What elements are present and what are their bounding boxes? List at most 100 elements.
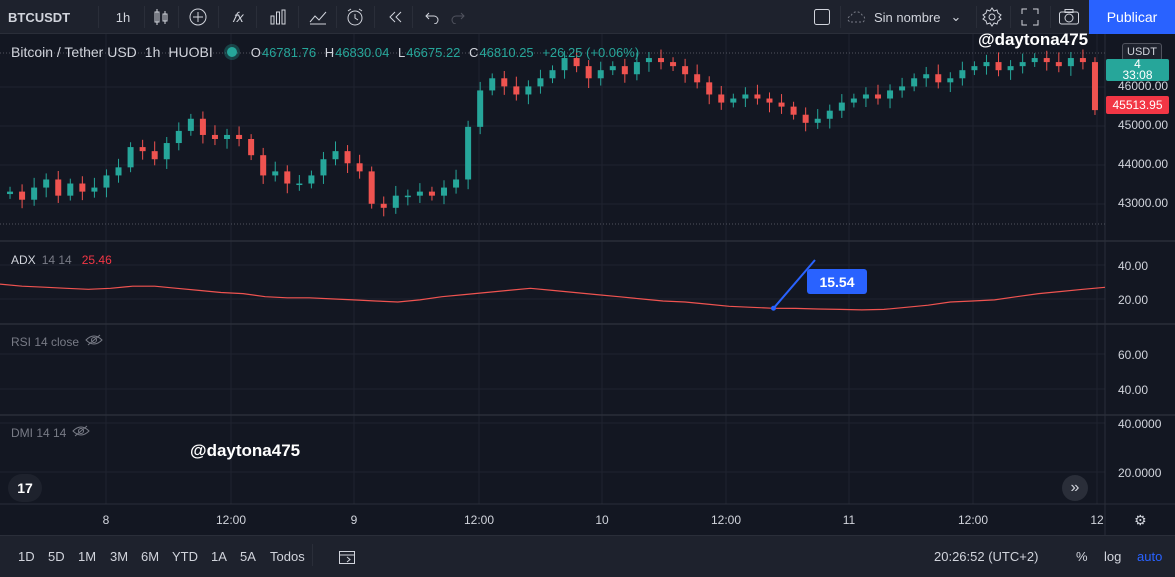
candle-body xyxy=(621,66,628,75)
candle-body xyxy=(959,70,966,79)
candle-body xyxy=(850,98,857,103)
candle-body xyxy=(694,74,701,83)
candle-body xyxy=(404,195,411,198)
range-6m[interactable]: 6M xyxy=(141,549,160,564)
price-tick: 46000.00 xyxy=(1118,79,1169,93)
candle-body xyxy=(826,110,833,119)
time-tick: 9 xyxy=(350,513,358,527)
bar-style-icon[interactable] xyxy=(150,0,172,34)
redo-icon[interactable] xyxy=(448,0,470,34)
candle-body xyxy=(585,66,592,79)
percent-scale-button[interactable]: % xyxy=(1076,549,1088,564)
replay-icon[interactable] xyxy=(384,0,406,34)
candle-body xyxy=(272,171,279,176)
candle-body xyxy=(320,159,327,176)
low-value: 46675.22 xyxy=(406,44,461,60)
publish-button[interactable]: Publicar xyxy=(1089,0,1175,34)
hidden-eye-icon[interactable] xyxy=(85,334,103,349)
candle-body xyxy=(814,118,821,123)
scroll-to-realtime-button[interactable]: » xyxy=(1062,475,1088,501)
candle-body xyxy=(1043,58,1050,63)
timezone-clock[interactable]: 20:26:52 (UTC+2) xyxy=(934,549,1039,564)
time-tick: 12:00 xyxy=(215,513,247,527)
candle-body xyxy=(718,94,725,103)
candle-body xyxy=(802,114,809,123)
candle-body xyxy=(597,70,604,79)
market-status-icon[interactable] xyxy=(226,47,237,57)
layout-name-button[interactable]: Sin nombre ⌄ xyxy=(846,0,971,34)
chart-canvas[interactable] xyxy=(0,34,1175,535)
settings-icon[interactable] xyxy=(980,0,1004,34)
current-price-value: 4 xyxy=(1134,57,1141,71)
candle-body xyxy=(1007,66,1014,71)
candle-body xyxy=(115,167,122,176)
dmi-tick: 20.0000 xyxy=(1118,466,1162,480)
indicators-icon[interactable]: 𝑓x xyxy=(232,8,244,25)
adx-params: 14 14 xyxy=(41,253,72,267)
range-1d[interactable]: 1D xyxy=(18,549,35,564)
range-5d[interactable]: 5D xyxy=(48,549,65,564)
adx-legend[interactable]: ADX 14 14 25.46 xyxy=(11,253,112,267)
date-range-icon[interactable] xyxy=(338,549,356,568)
dmi-legend[interactable]: DMI 14 14 xyxy=(11,425,91,440)
range-1a[interactable]: 1A xyxy=(211,549,227,564)
adx-label: ADX xyxy=(11,253,36,267)
range-1m[interactable]: 1M xyxy=(78,549,97,564)
candle-body xyxy=(983,62,990,67)
layout-icon[interactable] xyxy=(810,0,834,34)
hidden-eye-icon[interactable] xyxy=(72,425,91,440)
candle-body xyxy=(91,187,98,192)
chart-grid xyxy=(0,34,1175,535)
compare-icon[interactable] xyxy=(186,0,210,34)
camera-icon[interactable] xyxy=(1056,0,1082,34)
candle-body xyxy=(633,62,640,75)
candle-body xyxy=(947,78,954,83)
candle-body xyxy=(706,82,713,95)
range-ytd[interactable]: YTD xyxy=(172,549,198,564)
candle-body xyxy=(151,151,158,160)
range-3m[interactable]: 3M xyxy=(110,549,129,564)
currency-badge[interactable]: USDT xyxy=(1122,43,1162,61)
candle-body xyxy=(790,106,797,115)
candle-body xyxy=(199,118,206,135)
candle-body xyxy=(501,78,508,87)
axis-settings-icon[interactable]: ⚙ xyxy=(1134,512,1147,528)
adx-series-line xyxy=(0,283,1106,311)
open-value: 46781.76 xyxy=(261,44,317,60)
candle-body xyxy=(284,171,291,184)
undo-icon[interactable] xyxy=(420,0,442,34)
callout-pointer xyxy=(772,259,816,309)
candle-body xyxy=(657,58,664,63)
candle-body xyxy=(392,195,399,208)
tradingview-logo[interactable]: 17 xyxy=(8,474,42,502)
candle-body xyxy=(935,74,942,83)
candle-body xyxy=(730,98,737,103)
dmi-tick: 40.0000 xyxy=(1118,417,1162,431)
candle-body xyxy=(899,86,906,91)
candle-body xyxy=(1019,62,1026,67)
candle-body xyxy=(163,143,170,160)
candle-body xyxy=(211,134,218,139)
candle-body xyxy=(513,86,520,95)
log-scale-button[interactable]: log xyxy=(1104,549,1122,564)
adx-callout[interactable]: 15.54 xyxy=(807,269,867,294)
fullscreen-icon[interactable] xyxy=(1018,0,1042,34)
chart-type-icon[interactable] xyxy=(306,0,330,34)
candle-body xyxy=(187,118,194,131)
candle-body xyxy=(7,191,14,195)
candle-body xyxy=(778,102,785,107)
chart-area[interactable]: @daytona475 Bitcoin / Tether USD 1h HUOB… xyxy=(0,30,1175,535)
range-5a[interactable]: 5A xyxy=(240,549,256,564)
templates-icon[interactable] xyxy=(266,0,290,34)
range-todos[interactable]: Todos xyxy=(270,549,305,564)
interval-button[interactable]: 1h xyxy=(115,9,131,25)
symbol-search-button[interactable]: BTCUSDT xyxy=(8,9,71,25)
layout-name-label: Sin nombre xyxy=(874,9,941,25)
time-tick: 12:00 xyxy=(463,513,495,527)
auto-scale-button[interactable]: auto xyxy=(1137,549,1163,564)
rsi-legend[interactable]: RSI 14 close xyxy=(11,334,103,349)
main-legend: Bitcoin / Tether USD 1h HUOBI O46781.76 … xyxy=(11,44,644,60)
time-tick: 12:00 xyxy=(710,513,742,527)
alert-icon[interactable] xyxy=(342,0,368,34)
candle-body xyxy=(127,147,134,168)
